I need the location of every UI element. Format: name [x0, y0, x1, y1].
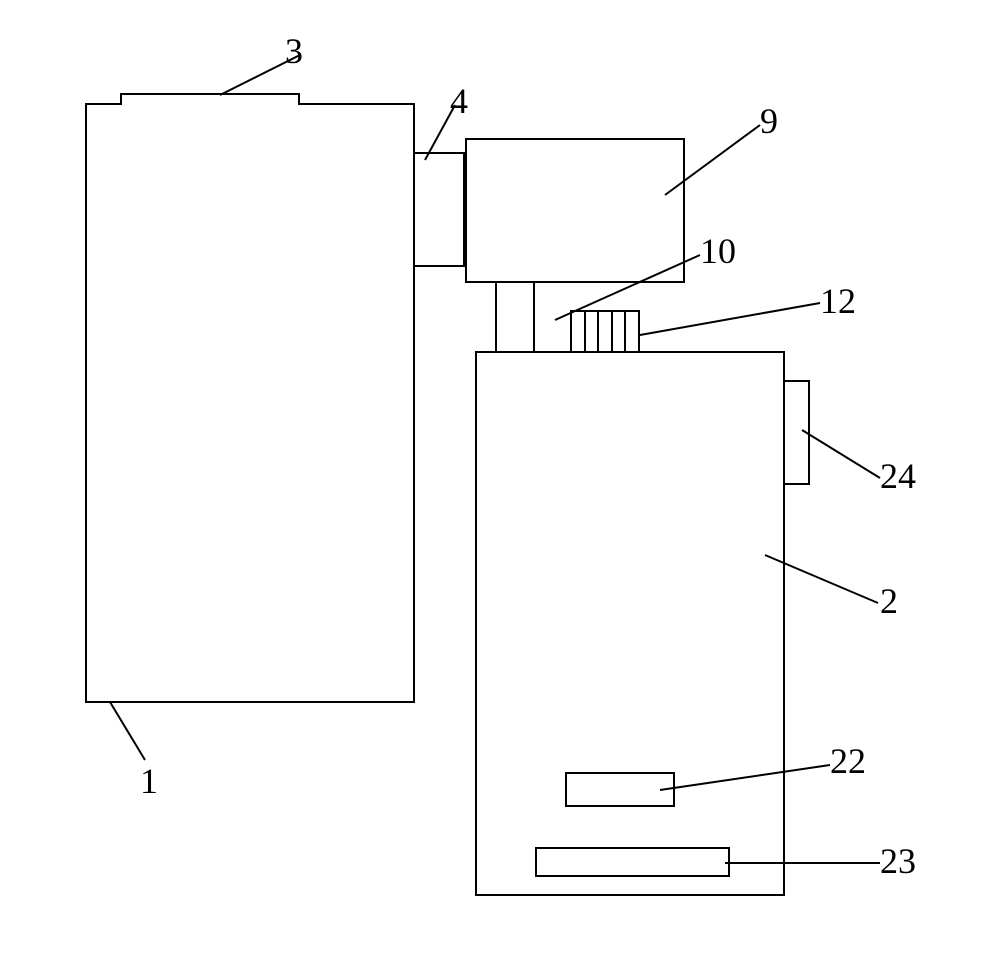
label-9: 9	[760, 100, 778, 142]
label-12: 12	[820, 280, 856, 322]
slot-upper	[565, 772, 675, 807]
shaft-left	[495, 283, 535, 351]
label-22: 22	[830, 740, 866, 782]
top-right-box	[465, 138, 685, 283]
label-3: 3	[285, 30, 303, 72]
main-right-box	[475, 351, 785, 896]
label-23: 23	[880, 840, 916, 882]
label-1: 1	[140, 760, 158, 802]
label-2: 2	[880, 580, 898, 622]
label-10: 10	[700, 230, 736, 272]
label-24: 24	[880, 455, 916, 497]
connector-small	[415, 152, 465, 267]
grille-block	[570, 310, 640, 351]
main-left-box	[85, 103, 415, 703]
label-4: 4	[450, 80, 468, 122]
slot-lower	[535, 847, 730, 877]
right-tab	[785, 380, 810, 485]
top-notch	[120, 93, 300, 105]
